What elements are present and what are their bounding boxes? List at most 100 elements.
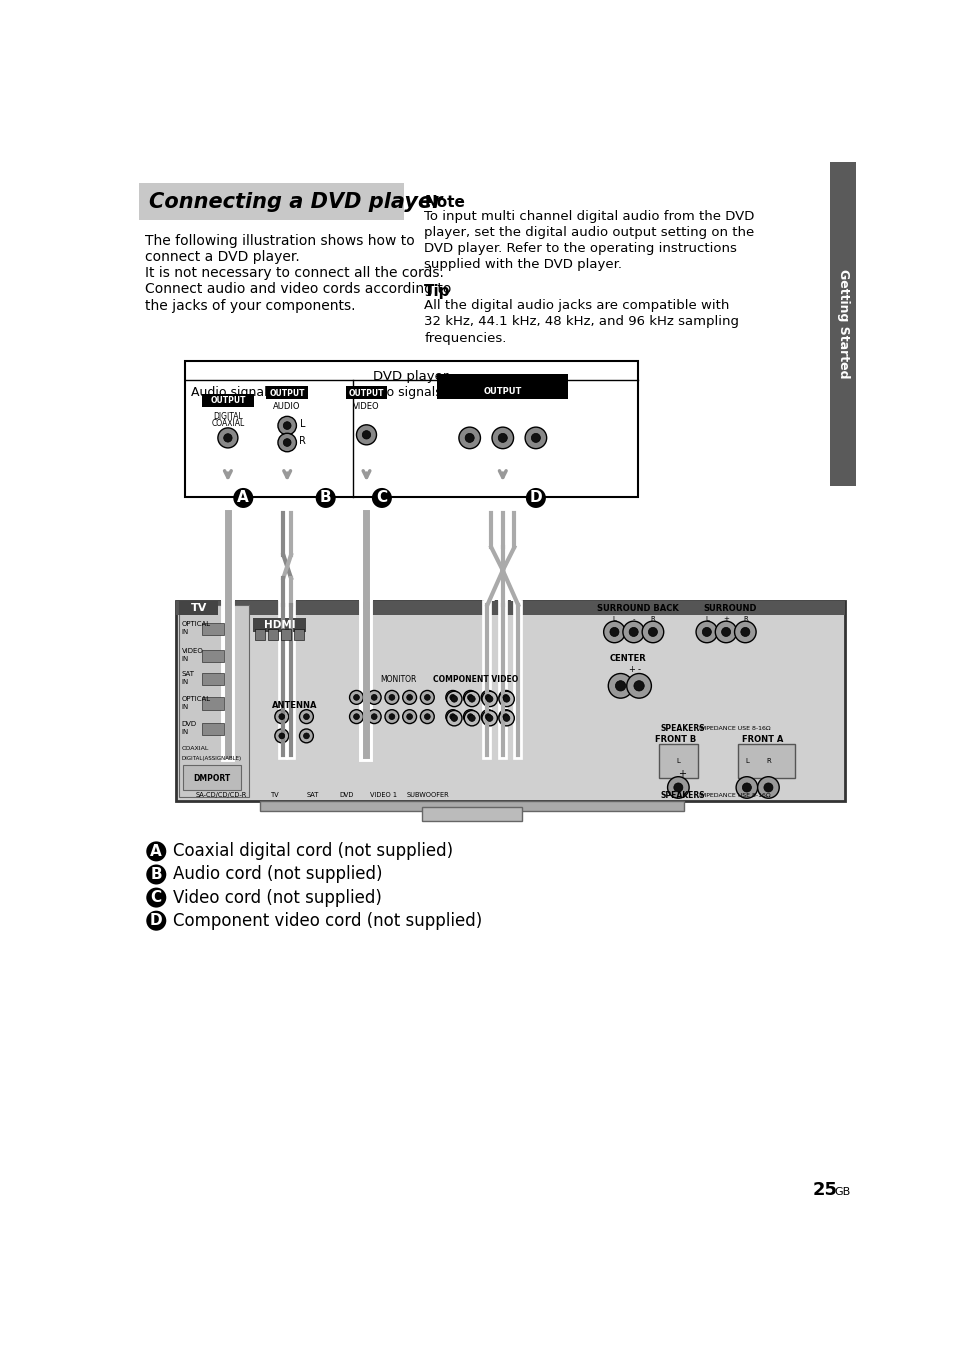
- Circle shape: [424, 714, 430, 719]
- Circle shape: [498, 691, 513, 704]
- Text: DVD player. Refer to the operating instructions: DVD player. Refer to the operating instr…: [424, 242, 737, 256]
- Text: A: A: [151, 844, 162, 859]
- Text: A: A: [237, 491, 249, 506]
- Circle shape: [146, 887, 166, 907]
- Circle shape: [356, 425, 376, 445]
- Bar: [202, 650, 224, 662]
- Circle shape: [371, 714, 376, 719]
- Text: OUTPUT: OUTPUT: [269, 389, 305, 397]
- Circle shape: [531, 434, 539, 442]
- Circle shape: [763, 783, 772, 792]
- Text: FRONT A: FRONT A: [740, 735, 782, 744]
- Circle shape: [464, 691, 479, 707]
- Circle shape: [349, 691, 363, 704]
- Circle shape: [299, 729, 313, 742]
- Circle shape: [420, 710, 434, 723]
- Circle shape: [385, 691, 398, 704]
- Bar: [185, 361, 637, 498]
- Bar: [436, 375, 568, 399]
- Circle shape: [720, 627, 730, 637]
- Circle shape: [498, 711, 514, 726]
- Text: L: L: [299, 419, 305, 429]
- Text: CENTER: CENTER: [609, 654, 646, 664]
- Circle shape: [498, 710, 513, 723]
- Circle shape: [480, 710, 495, 723]
- Text: SURROUND: SURROUND: [702, 604, 756, 614]
- Circle shape: [450, 695, 456, 700]
- Text: DIGITAL(ASSIGNABLE): DIGITAL(ASSIGNABLE): [181, 757, 241, 761]
- Text: AUDIO: AUDIO: [274, 403, 300, 411]
- Text: Component video cord (not supplied): Component video cord (not supplied): [173, 911, 482, 930]
- Circle shape: [480, 691, 495, 704]
- Text: R: R: [742, 617, 747, 622]
- Text: HDMI: HDMI: [263, 621, 295, 630]
- Circle shape: [464, 711, 479, 726]
- Text: L: L: [704, 617, 708, 622]
- Circle shape: [463, 691, 476, 704]
- Text: D: D: [529, 491, 541, 506]
- Text: IN: IN: [181, 679, 189, 685]
- Circle shape: [372, 488, 392, 508]
- Text: SURROUND BACK: SURROUND BACK: [596, 604, 678, 614]
- Circle shape: [502, 714, 508, 719]
- Text: SA-CD/CD/CD-R: SA-CD/CD/CD-R: [196, 792, 247, 798]
- Circle shape: [451, 715, 457, 722]
- Circle shape: [481, 691, 497, 707]
- Circle shape: [648, 627, 657, 637]
- Bar: [202, 698, 224, 710]
- Circle shape: [362, 431, 371, 439]
- Text: -: -: [637, 665, 639, 675]
- Circle shape: [741, 783, 751, 792]
- Text: L: L: [612, 617, 616, 622]
- Text: L: L: [744, 758, 748, 764]
- Text: Coaxial digital cord (not supplied): Coaxial digital cord (not supplied): [173, 842, 453, 860]
- Text: B: B: [151, 867, 162, 882]
- Text: 32 kHz, 44.1 kHz, 48 kHz, and 96 kHz sampling: 32 kHz, 44.1 kHz, 48 kHz, and 96 kHz sam…: [424, 315, 739, 329]
- Text: OPTICAL: OPTICAL: [181, 696, 211, 702]
- Text: +: +: [628, 665, 635, 675]
- Text: COMPONENT VIDEO: COMPONENT VIDEO: [433, 675, 517, 684]
- Text: C: C: [375, 491, 387, 506]
- Circle shape: [146, 864, 166, 884]
- Text: IMPEDANCE USE 8-16Ω: IMPEDANCE USE 8-16Ω: [699, 726, 770, 730]
- Circle shape: [498, 691, 514, 707]
- Text: MONITOR: MONITOR: [380, 675, 416, 684]
- Circle shape: [736, 776, 757, 798]
- Circle shape: [367, 691, 381, 704]
- Circle shape: [445, 691, 459, 704]
- Text: connect a DVD player.: connect a DVD player.: [145, 250, 299, 264]
- Text: Pr/Cr: Pr/Cr: [527, 408, 544, 415]
- Circle shape: [299, 710, 313, 723]
- Text: -: -: [674, 777, 678, 787]
- Text: DVD: DVD: [181, 722, 196, 727]
- Circle shape: [486, 696, 493, 702]
- Text: IN: IN: [181, 729, 189, 735]
- Text: DVD player: DVD player: [373, 370, 448, 383]
- Circle shape: [274, 729, 289, 742]
- Bar: [266, 387, 308, 399]
- Text: R: R: [650, 617, 655, 622]
- Text: FRONT B: FRONT B: [655, 735, 696, 744]
- Circle shape: [603, 621, 624, 642]
- Text: IMPEDANCE USE 8-16Ω: IMPEDANCE USE 8-16Ω: [699, 792, 770, 798]
- Circle shape: [701, 627, 711, 637]
- Text: Tip: Tip: [424, 284, 450, 299]
- Text: ANTENNA: ANTENNA: [272, 700, 317, 710]
- Circle shape: [217, 427, 237, 448]
- Text: OUTPUT: OUTPUT: [210, 396, 245, 406]
- Text: VIDEO 1: VIDEO 1: [370, 792, 396, 798]
- Circle shape: [503, 715, 509, 722]
- Text: To input multi channel digital audio from the DVD: To input multi channel digital audio fro…: [424, 210, 754, 223]
- Bar: [179, 602, 217, 615]
- Circle shape: [485, 714, 491, 719]
- Circle shape: [385, 710, 398, 723]
- Text: frequencies.: frequencies.: [424, 331, 506, 345]
- Text: TV: TV: [271, 792, 279, 798]
- Text: D: D: [150, 913, 162, 929]
- Circle shape: [458, 427, 480, 449]
- Circle shape: [303, 714, 309, 719]
- Circle shape: [757, 776, 779, 798]
- Circle shape: [615, 680, 625, 691]
- Text: R: R: [299, 435, 306, 446]
- Circle shape: [673, 783, 682, 792]
